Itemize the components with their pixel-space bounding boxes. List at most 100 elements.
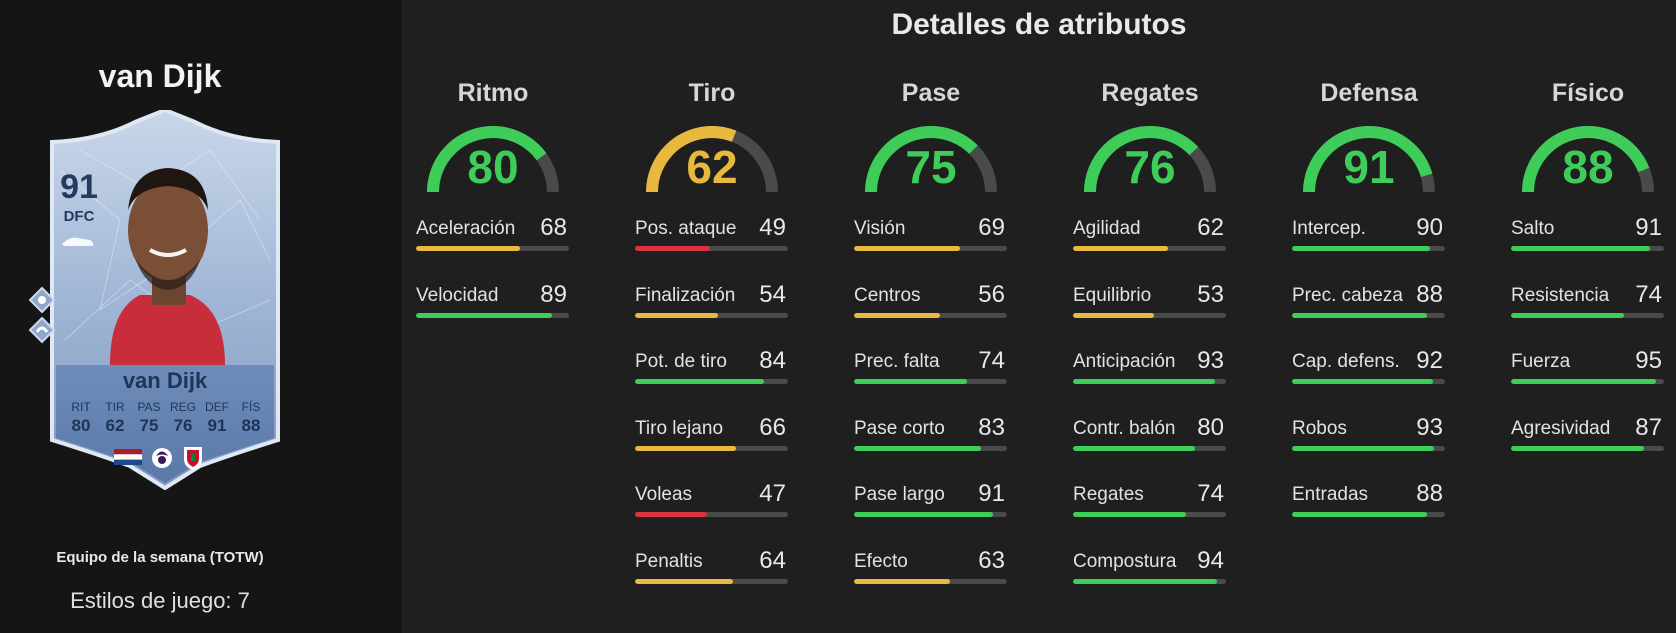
attribute-bar	[854, 512, 1007, 517]
attribute-value: 87	[1635, 413, 1662, 441]
attribute-bar-fill	[1073, 379, 1216, 384]
attribute-bar-fill	[854, 379, 968, 384]
premier-league-icon	[152, 448, 172, 468]
attribute-bar-fill	[1292, 246, 1430, 251]
attribute-list: Visión 69 Centros 56 Prec. falta 74 Pase corto…	[851, 208, 1011, 607]
attribute-bar	[635, 379, 788, 384]
attribute-bar	[635, 512, 788, 517]
attribute-value: 54	[759, 280, 786, 308]
player-name: van Dijk	[98, 58, 222, 94]
attribute-row: Velocidad 89	[413, 275, 573, 342]
attribute-row: Pos. ataque 49	[632, 208, 792, 275]
attribute-list: Pos. ataque 49 Finalización 54 Pot. de tiro 8…	[632, 208, 792, 607]
attribute-bar-fill	[635, 312, 718, 318]
attribute-value: 90	[1416, 214, 1443, 241]
attribute-row: Cap. defens. 92	[1289, 341, 1449, 408]
attribute-row: Anticipación 93	[1070, 341, 1230, 408]
attribute-bar-fill	[416, 312, 553, 318]
attribute-value: 66	[759, 413, 786, 441]
playstyle-icon[interactable]	[28, 286, 56, 314]
attribute-name: Resistencia	[1511, 284, 1610, 306]
attribute-name: Aceleración	[416, 218, 516, 239]
category-name: Tiro	[688, 79, 736, 107]
attribute-name: Entradas	[1292, 484, 1369, 505]
attribute-value: 91	[1635, 214, 1662, 241]
attribute-bar	[1073, 246, 1226, 251]
attribute-value: 93	[1416, 413, 1443, 441]
attribute-column-5: Físico 88 Salto 91 Resistencia 74 Fuerza 95 Agre…	[1508, 76, 1668, 474]
attribute-row: Tiro lejano 66	[632, 408, 792, 475]
attribute-bar	[1073, 512, 1226, 517]
attribute-value: 92	[1416, 347, 1443, 374]
attribute-value: 47	[759, 480, 786, 507]
attribute-bar	[1292, 379, 1445, 384]
attribute-bar-fill	[854, 246, 960, 251]
netherlands-flag-icon	[114, 449, 142, 465]
player-card[interactable]: 91 DFC van Dijk RIT 80 TIR 62 PAS 75 REG 76 …	[28, 110, 290, 490]
attribute-bar-fill	[635, 445, 736, 451]
category-value: 62	[686, 141, 738, 193]
attribute-row: Fuerza 95	[1508, 341, 1668, 408]
attribute-value: 93	[1197, 347, 1224, 374]
attribute-bar-fill	[854, 312, 940, 318]
attribute-bar	[416, 312, 569, 318]
attribute-name: Centros	[854, 284, 921, 306]
attribute-row: Pase largo 91	[851, 474, 1011, 541]
attribute-bar	[1511, 312, 1664, 318]
attribute-name: Efecto	[854, 550, 908, 572]
page-title: Detalles de atributos	[891, 8, 1187, 41]
attribute-bar-fill	[1292, 379, 1433, 384]
attribute-name: Equilibrio	[1073, 284, 1152, 306]
attribute-bar	[854, 578, 1007, 584]
category-value: 91	[1343, 141, 1395, 193]
attribute-list: Intercep. 90 Prec. cabeza 88 Cap. defens. 92 R…	[1289, 208, 1449, 541]
attribute-bar-fill	[1511, 246, 1651, 251]
card-rating: 91	[60, 168, 98, 206]
attribute-row: Contr. balón 80	[1070, 408, 1230, 475]
attribute-value: 74	[978, 347, 1005, 374]
attribute-bar-fill	[635, 578, 733, 584]
attribute-value: 74	[1197, 480, 1224, 507]
attribute-bar	[1511, 445, 1664, 451]
player-panel: van Dijk	[0, 0, 402, 633]
playstyles-count[interactable]: Estilos de juego: 7	[70, 588, 250, 613]
gauge-fill	[1084, 126, 1216, 193]
category-value: 76	[1124, 141, 1176, 193]
attribute-name: Robos	[1292, 417, 1347, 439]
attribute-bar-fill	[1073, 512, 1187, 517]
gauge-fill	[427, 126, 559, 193]
attribute-bar-fill	[1073, 578, 1217, 584]
attribute-bar	[854, 246, 1007, 251]
attribute-bar-fill	[1292, 512, 1427, 517]
attribute-column-1: Tiro 62 Pos. ataque 49 Finalización 54 Pot. de…	[632, 76, 792, 607]
attribute-row: Pase corto 83	[851, 408, 1011, 475]
attribute-name: Intercep.	[1292, 218, 1366, 239]
category-gauge: 75	[851, 118, 1011, 198]
attribute-row: Equilibrio 53	[1070, 275, 1230, 342]
attribute-name: Pase corto	[854, 417, 945, 439]
attribute-bar	[854, 379, 1007, 384]
card-badges	[114, 443, 204, 471]
attribute-bar-fill	[1292, 445, 1435, 451]
card-background	[50, 110, 280, 490]
attribute-bar-fill	[854, 512, 994, 517]
attribute-name: Velocidad	[416, 284, 499, 306]
attribute-name: Penaltis	[635, 550, 703, 572]
category-gauge: 62	[632, 118, 792, 198]
attribute-name: Salto	[1511, 218, 1555, 239]
category-gauge: 91	[1289, 118, 1449, 198]
attribute-bar	[1511, 379, 1664, 384]
playstyle-icon[interactable]	[28, 316, 56, 344]
attribute-value: 83	[978, 413, 1005, 441]
attribute-name: Prec. falta	[854, 351, 940, 372]
attribute-row: Centros 56	[851, 275, 1011, 342]
attribute-value: 68	[540, 214, 567, 241]
card-stat: REG 76	[169, 400, 196, 435]
attribute-bar-fill	[1511, 379, 1657, 384]
attribute-bar	[1292, 512, 1445, 517]
player-portrait	[110, 168, 225, 365]
card-player-name: van Dijk	[122, 368, 208, 393]
attribute-value: 95	[1635, 347, 1662, 374]
attribute-bar-fill	[1292, 312, 1427, 318]
attribute-name: Pos. ataque	[635, 218, 737, 239]
